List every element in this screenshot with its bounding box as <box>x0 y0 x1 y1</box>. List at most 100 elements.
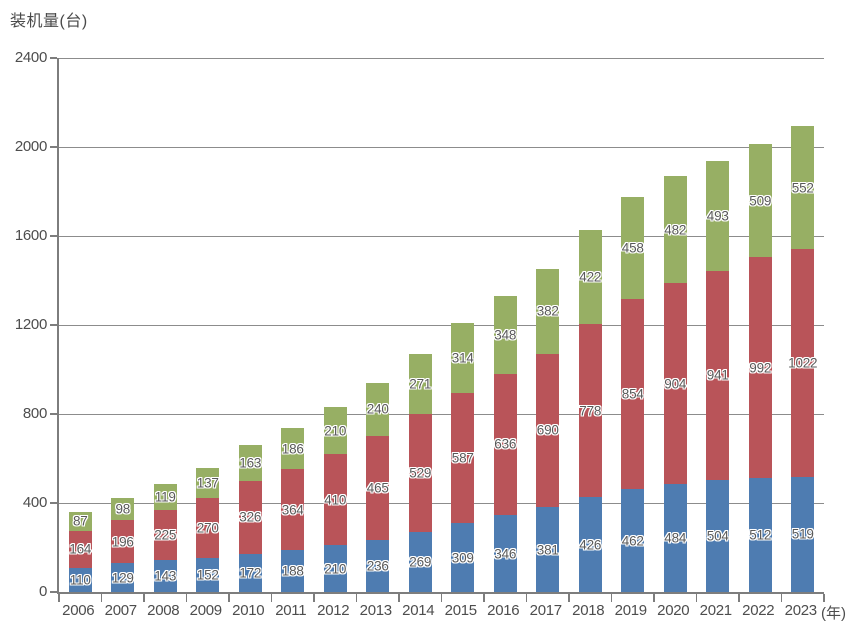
data-label-2015-bottom-blue: 309 <box>451 550 474 566</box>
x-axis-tick-label: 2022 <box>742 602 775 619</box>
x-axis-tick <box>100 594 103 602</box>
data-label-2010-top-green: 163 <box>239 455 262 471</box>
gridline <box>59 413 824 415</box>
x-axis-tick <box>143 594 145 602</box>
data-label-2023-middle-red: 1022 <box>788 355 818 371</box>
bar-2016-middle-red <box>493 373 517 516</box>
bar-2011-bottom-blue <box>281 550 305 592</box>
data-label-2023-top-green: 552 <box>791 180 814 196</box>
y-axis-tick <box>50 324 57 326</box>
bar-2021-bottom-blue <box>706 479 730 592</box>
bar-2020-top-green <box>663 175 687 284</box>
x-axis-tick <box>440 594 443 602</box>
data-label-2013-middle-red: 465 <box>366 480 389 496</box>
x-axis-tick-label: 2011 <box>275 602 307 619</box>
data-label-2008-middle-red: 225 <box>154 527 177 543</box>
data-label-2023-bottom-blue: 519 <box>791 526 814 542</box>
data-label-2021-middle-red: 941 <box>706 367 729 383</box>
data-label-2020-bottom-blue: 484 <box>664 530 687 546</box>
bar-2013-bottom-blue <box>366 539 390 592</box>
gridline <box>59 57 824 59</box>
x-axis-tick-label: 2016 <box>487 602 520 619</box>
x-axis-tick-label: 2012 <box>317 602 350 619</box>
data-label-2006-middle-red: 164 <box>69 541 92 557</box>
x-axis-tick <box>653 594 655 602</box>
bar-2009-middle-red <box>196 498 220 559</box>
data-label-2022-bottom-blue: 512 <box>749 527 772 543</box>
data-label-2018-bottom-blue: 426 <box>579 537 602 553</box>
bar-2017-top-green <box>536 268 560 354</box>
x-axis-tick-label: 2021 <box>699 602 732 619</box>
x-axis-tick-label: 2014 <box>402 602 435 619</box>
bar-2022-middle-red <box>748 257 772 479</box>
data-label-2013-top-green: 240 <box>366 401 389 417</box>
x-axis-tick-label: 2009 <box>189 602 222 619</box>
data-label-2021-bottom-blue: 504 <box>706 528 729 544</box>
bar-2012-top-green <box>323 407 347 455</box>
data-label-2019-top-green: 458 <box>621 240 644 256</box>
x-axis-tick-label: 2015 <box>444 602 477 619</box>
data-label-2022-middle-red: 992 <box>749 360 772 376</box>
data-label-2010-bottom-blue: 172 <box>239 565 262 581</box>
bar-2009-bottom-blue <box>196 558 220 592</box>
data-label-2018-middle-red: 778 <box>579 403 602 419</box>
bar-2019-bottom-blue <box>621 489 645 592</box>
bar-2008-bottom-blue <box>153 560 177 592</box>
bar-2014-bottom-blue <box>408 532 432 592</box>
x-axis-tick-label: 2006 <box>62 602 95 619</box>
data-label-2014-bottom-blue: 269 <box>409 554 432 570</box>
bar-2019-middle-red <box>621 299 645 490</box>
bar-2021-top-green <box>706 160 730 271</box>
x-axis-tick-label: 2017 <box>529 602 562 619</box>
bar-2018-top-green <box>578 230 602 325</box>
bar-2011-top-green <box>281 427 305 470</box>
data-label-2017-top-green: 382 <box>536 303 559 319</box>
x-axis-tick <box>483 594 485 602</box>
data-label-2007-bottom-blue: 129 <box>111 570 134 586</box>
bar-2016-top-green <box>493 296 517 374</box>
data-label-2015-top-green: 314 <box>451 350 474 366</box>
data-label-2019-middle-red: 854 <box>621 386 644 402</box>
plot-area: 110 164 87 129 196 98 143 225 119 152 270 137 172 326… <box>50 57 825 602</box>
y-axis-tick <box>50 146 57 148</box>
data-label-2011-middle-red: 364 <box>281 502 304 518</box>
x-axis-tick <box>568 594 570 602</box>
x-axis-tick <box>738 594 740 602</box>
gridline <box>59 146 824 148</box>
bar-2022-bottom-blue <box>748 478 772 592</box>
y-axis-tick-label: 0 <box>38 583 47 600</box>
data-label-2008-top-green: 119 <box>154 489 176 505</box>
data-label-2016-top-green: 348 <box>494 327 517 343</box>
x-axis-tick-label: 2018 <box>572 602 605 619</box>
bar-2017-bottom-blue <box>536 507 560 592</box>
bar-2018-middle-red <box>578 324 602 498</box>
bar-2009-top-green <box>196 467 220 499</box>
y-axis-tick-label: 1600 <box>14 227 47 244</box>
x-axis-tick-label: 2019 <box>614 602 647 619</box>
x-axis-tick <box>355 594 358 602</box>
bar-2017-middle-red <box>536 353 560 508</box>
data-label-2009-middle-red: 270 <box>196 520 219 536</box>
bar-2006-middle-red <box>68 531 92 568</box>
data-label-2006-bottom-blue: 110 <box>69 572 91 588</box>
data-label-2012-bottom-blue: 210 <box>324 561 347 577</box>
x-axis-tick-label: 2023 <box>784 602 817 619</box>
y-axis-tick-label: 800 <box>22 405 47 422</box>
data-label-2010-middle-red: 326 <box>239 509 262 525</box>
data-label-2021-top-green: 493 <box>706 208 729 224</box>
x-axis-unit-label: (年) <box>821 605 846 622</box>
x-axis-tick <box>313 594 315 602</box>
data-label-2007-top-green: 98 <box>115 501 131 517</box>
gridline <box>59 235 824 237</box>
y-axis-tick <box>50 235 57 237</box>
bar-2010-bottom-blue <box>238 553 262 592</box>
data-label-2009-top-green: 137 <box>196 475 219 491</box>
x-axis-tick-label: 2020 <box>657 602 690 619</box>
bar-2007-bottom-blue <box>111 563 135 592</box>
data-label-2013-bottom-blue: 236 <box>366 558 389 574</box>
y-axis-tick <box>50 591 57 593</box>
bar-2012-bottom-blue <box>323 545 347 592</box>
bar-2007-middle-red <box>111 519 135 564</box>
data-label-2011-bottom-blue: 188 <box>281 563 304 579</box>
